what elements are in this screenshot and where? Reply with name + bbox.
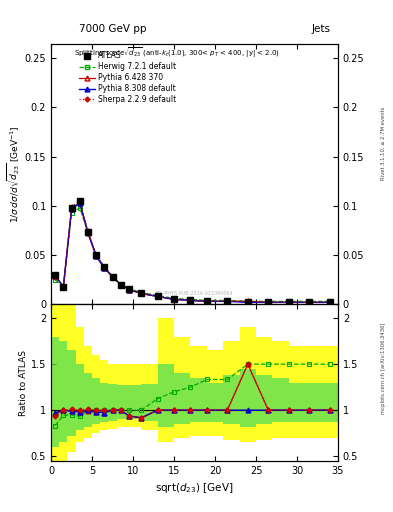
Text: ATL-PHYS-PUB-2014-021094564: ATL-PHYS-PUB-2014-021094564 <box>155 291 234 296</box>
Text: Rivet 3.1.10, ≥ 2.7M events: Rivet 3.1.10, ≥ 2.7M events <box>381 106 386 180</box>
Legend: ATLAS, Herwig 7.2.1 default, Pythia 6.428 370, Pythia 8.308 default, Sherpa 2.2.: ATLAS, Herwig 7.2.1 default, Pythia 6.42… <box>78 50 178 105</box>
Y-axis label: Ratio to ATLAS: Ratio to ATLAS <box>19 350 28 416</box>
X-axis label: $\mathrm{sqrt}(d_{23})$ [GeV]: $\mathrm{sqrt}(d_{23})$ [GeV] <box>155 481 234 495</box>
Y-axis label: $1/\sigma\,d\sigma/d\sqrt{d_{23}}\;[\mathrm{GeV}^{-1}]$: $1/\sigma\,d\sigma/d\sqrt{d_{23}}\;[\mat… <box>6 125 22 223</box>
Text: 7000 GeV pp: 7000 GeV pp <box>79 24 146 34</box>
Text: Splitting scale$\sqrt{d_{23}}$ (anti-$k_t$(1.0), 300< $p_T$ < 400, |y| < 2.0): Splitting scale$\sqrt{d_{23}}$ (anti-$k_… <box>74 46 280 60</box>
Text: Jets: Jets <box>311 24 330 34</box>
Text: mcplots.cern.ch [arXiv:1306.3436]: mcplots.cern.ch [arXiv:1306.3436] <box>381 323 386 414</box>
